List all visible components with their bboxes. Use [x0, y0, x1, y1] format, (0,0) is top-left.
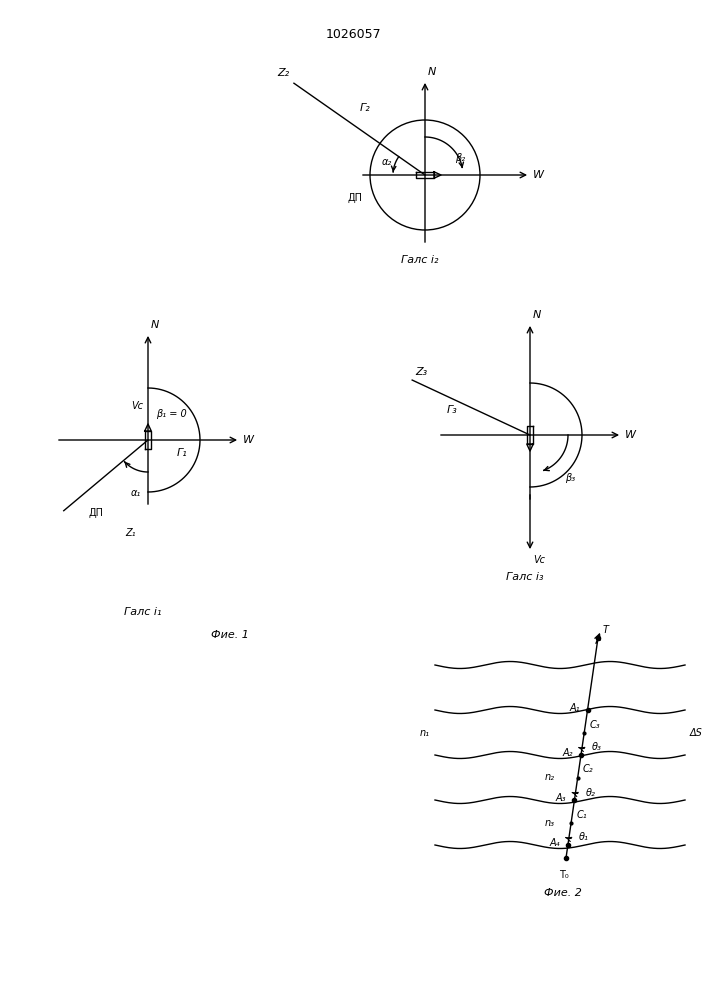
Text: ДП: ДП	[88, 508, 103, 518]
Text: Z₃: Z₃	[415, 367, 427, 377]
Text: Г₂: Г₂	[359, 103, 370, 113]
Text: 1026057: 1026057	[325, 28, 381, 41]
Text: Фие. 2: Фие. 2	[544, 888, 582, 898]
Text: n₁: n₁	[420, 728, 430, 738]
Text: N: N	[151, 320, 159, 330]
Text: Z₁: Z₁	[124, 528, 135, 538]
Text: Галс i₃: Галс i₃	[506, 572, 544, 582]
Text: Vс: Vс	[533, 555, 545, 565]
Text: C₂: C₂	[583, 764, 593, 774]
Text: W: W	[533, 170, 544, 180]
Text: β₂: β₂	[455, 153, 465, 163]
Text: θ₁: θ₁	[579, 832, 589, 842]
Text: Г₃: Г₃	[446, 405, 457, 415]
Text: α₁: α₁	[131, 488, 141, 498]
Text: ДП: ДП	[348, 193, 363, 203]
Text: C₁: C₁	[576, 810, 587, 820]
Text: θ₃: θ₃	[592, 742, 602, 752]
Text: T: T	[603, 625, 609, 635]
Text: A₂: A₂	[563, 748, 573, 758]
Text: W: W	[243, 435, 254, 445]
Text: A₄: A₄	[549, 838, 560, 848]
Text: Vс: Vс	[131, 401, 143, 411]
Text: A₃: A₃	[556, 793, 566, 803]
Text: ΔS: ΔS	[690, 728, 703, 738]
Text: Г₁: Г₁	[177, 448, 187, 458]
Text: β₁ = 0: β₁ = 0	[156, 409, 187, 419]
Text: A₁: A₁	[569, 703, 580, 713]
Text: W: W	[625, 430, 636, 440]
Text: θ₂: θ₂	[585, 788, 595, 798]
Text: C₃: C₃	[589, 720, 600, 730]
Text: N: N	[428, 67, 436, 77]
Text: n₃: n₃	[545, 818, 555, 828]
Text: n₂: n₂	[545, 772, 555, 782]
Text: N: N	[533, 310, 542, 320]
Text: Z₂: Z₂	[277, 68, 289, 78]
Text: β₃: β₃	[565, 473, 575, 483]
Text: α₂: α₂	[382, 157, 392, 167]
Text: Галс i₁: Галс i₁	[124, 607, 162, 617]
Text: T₀: T₀	[559, 870, 569, 880]
Text: Фие. 1: Фие. 1	[211, 630, 249, 640]
Text: Галс i₂: Галс i₂	[402, 255, 439, 265]
